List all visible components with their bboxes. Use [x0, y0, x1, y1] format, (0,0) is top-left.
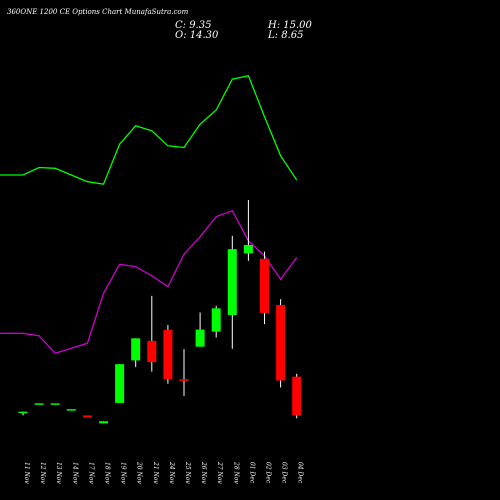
x-tick-label: 12 Nov	[39, 462, 46, 484]
candle-body	[50, 403, 60, 405]
candle-body	[82, 415, 92, 418]
x-tick-label: 19 Nov	[120, 462, 127, 484]
x-tick-label: 02 Dec	[265, 462, 272, 484]
candle-body	[18, 411, 28, 414]
candle-body	[34, 403, 44, 405]
candle-body	[243, 245, 253, 254]
candle-body	[292, 376, 302, 416]
x-tick-label: 03 Dec	[281, 462, 288, 484]
x-tick-label: 27 Nov	[216, 461, 223, 484]
candle-body	[115, 364, 125, 403]
chart-title: 360ONE 1200 CE Options Chart MunafaSutra…	[7, 8, 189, 16]
candle-body	[163, 330, 173, 380]
candle-body	[179, 379, 189, 381]
candle-body	[147, 340, 157, 363]
candle-body	[227, 249, 237, 315]
candle-body	[131, 338, 141, 361]
high-label: H: 15.00	[267, 20, 313, 31]
low-label: L: 8.65	[267, 30, 303, 41]
x-tick-label: 01 Dec	[248, 462, 255, 484]
x-axis-ticks: 11 Nov 12 Nov 13 Nov 14 Nov 17 Nov 18 Nov 19 N…	[23, 461, 304, 484]
upper-band-line	[0, 75, 298, 185]
x-tick-label: 26 Nov	[200, 461, 207, 484]
candle-body	[260, 258, 269, 313]
candle-body	[195, 329, 205, 347]
x-tick-label: 21 Nov	[152, 461, 159, 484]
x-tick-label: 11 Nov	[23, 462, 30, 484]
x-tick-label: 28 Nov	[232, 461, 239, 484]
x-tick-label: 20 Nov	[136, 461, 143, 484]
candle-body	[66, 409, 76, 411]
x-tick-label: 24 Nov	[168, 461, 175, 484]
close-label: C: 9.35	[175, 20, 211, 31]
x-tick-label: 25 Nov	[184, 461, 191, 484]
candle-body	[99, 421, 108, 424]
x-tick-label: 04 Dec	[297, 462, 304, 484]
x-tick-label: 18 Nov	[104, 462, 111, 484]
x-tick-label: 14 Nov	[71, 462, 78, 484]
candles-group	[18, 200, 302, 424]
x-tick-label: 13 Nov	[55, 462, 62, 484]
open-label: O: 14.30	[175, 30, 219, 41]
x-tick-label: 17 Nov	[87, 462, 94, 484]
candle-body	[211, 308, 221, 332]
candle-body	[276, 305, 286, 381]
